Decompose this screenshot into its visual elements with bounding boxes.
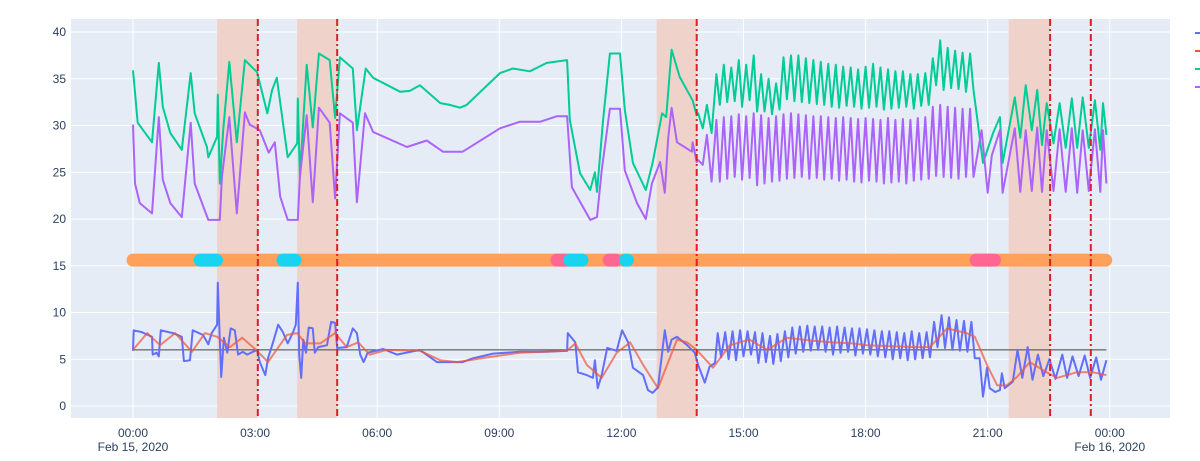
marker-point-highlight [288,253,302,267]
x-tick-date-label: Feb 16, 2020 [1074,440,1145,454]
shaded-region [1008,19,1051,418]
marker-point-highlight [987,253,1001,267]
series-purple-line [132,103,1108,221]
marker-point-highlight [608,253,622,267]
x-tick-label: 15:00 [728,426,758,440]
marker-point-highlight [575,253,589,267]
x-tick-label: 18:00 [851,426,881,440]
x-tick-label: 21:00 [973,426,1003,440]
marker-point [1099,253,1113,267]
legend [1195,32,1200,88]
y-axis-tick-labels: 0 5 10 15 20 25 30 35 40 [53,25,67,413]
y-tick-label: 15 [53,259,67,273]
x-tick-date-label: Feb 15, 2020 [98,440,169,454]
vertical-lines [256,19,1092,418]
shaded-region [656,19,697,418]
x-tick-label: 06:00 [362,426,392,440]
y-tick-label: 0 [59,399,66,413]
y-tick-label: 40 [53,25,67,39]
x-tick-label: 00:00 [1095,426,1125,440]
marker-point-highlight [621,253,635,267]
marker-strip [126,253,1113,267]
series-green-line [132,39,1108,193]
marker-point-highlight [209,253,223,267]
x-tick-label: 00:00 [118,426,148,440]
y-tick-label: 35 [53,72,67,86]
x-tick-label: 12:00 [606,426,636,440]
y-tick-label: 25 [53,165,67,179]
y-tick-label: 20 [53,212,67,226]
y-tick-label: 5 [59,352,66,366]
x-tick-label: 09:00 [484,426,514,440]
y-tick-label: 30 [53,119,67,133]
series-traces [132,39,1108,398]
series-blue-line [132,281,1108,398]
series-orange-line [132,327,1107,390]
x-tick-label: 03:00 [240,426,270,440]
y-tick-label: 10 [53,306,67,320]
